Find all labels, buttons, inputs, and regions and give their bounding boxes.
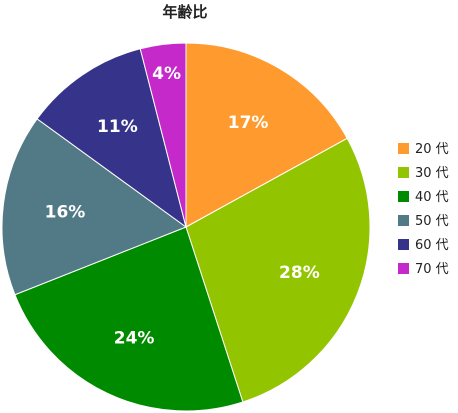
legend-swatch-5 [398, 239, 409, 250]
legend-label-3: 40 代 [415, 190, 449, 205]
legend-swatch-1 [398, 143, 409, 154]
legend-swatch-2 [398, 167, 409, 178]
slice-label-3: 24% [114, 328, 155, 348]
pie-slice-2 [185, 137, 371, 403]
legend-label-2: 30 代 [415, 166, 449, 181]
legend-label-5: 60 代 [415, 238, 449, 253]
slice-label-1: 17% [228, 113, 269, 133]
pie-slices [1, 42, 371, 412]
pie-slice-6 [139, 42, 187, 228]
pie-slice-3 [14, 226, 244, 412]
slice-label-6: 4% [152, 64, 181, 84]
slice-label-2: 28% [279, 263, 320, 283]
legend: 20 代 30 代 40 代 50 代 60 代 70 代 [398, 142, 449, 277]
pie-slice-5 [36, 48, 187, 229]
slice-label-5: 11% [97, 117, 138, 137]
legend-swatch-4 [398, 215, 409, 226]
legend-label-1: 20 代 [415, 142, 449, 157]
legend-label-6: 70 代 [415, 262, 449, 277]
chart-title: 年齢比 [162, 3, 207, 21]
pie-slice-labels: 17% 28% 24% 16% 11% 4% [45, 64, 320, 348]
legend-swatch-6 [398, 263, 409, 274]
pie-slice-1 [185, 42, 348, 228]
legend-label-4: 50 代 [415, 214, 449, 229]
slice-label-4: 16% [45, 203, 86, 223]
pie-slice-4 [1, 118, 188, 296]
legend-swatch-3 [398, 191, 409, 202]
